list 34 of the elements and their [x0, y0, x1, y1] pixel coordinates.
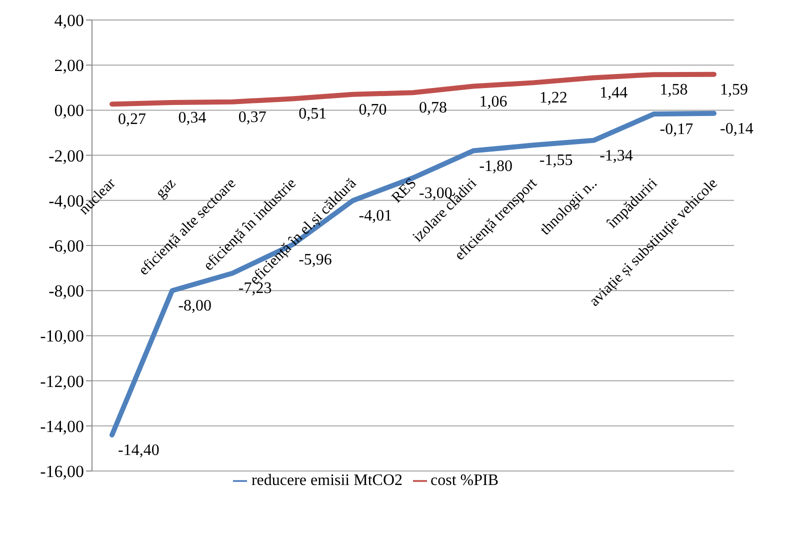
y-tick-label: 0,00: [54, 101, 84, 120]
y-tick-label: -2,00: [48, 146, 84, 166]
y-tick-label: 2,00: [54, 56, 84, 76]
data-label: 0,51: [298, 106, 327, 123]
x-tick-label: RES: [389, 176, 420, 206]
data-label: -14,40: [118, 442, 160, 459]
data-label: 0,78: [419, 100, 447, 117]
y-tick-label: -8,00: [48, 282, 84, 301]
legend-label: reducere emisii MtCO2: [251, 472, 403, 489]
data-label: 0,37: [238, 108, 266, 126]
data-label: 1,58: [660, 82, 688, 99]
data-label: 0,34: [178, 110, 206, 127]
x-tick-label: gaz: [152, 175, 180, 202]
data-label: -5,96: [298, 252, 332, 269]
data-label: 1,06: [479, 93, 508, 110]
y-tick-label: -10,00: [40, 326, 84, 346]
y-tick-label: -14,00: [40, 416, 84, 436]
data-label: 1,59: [720, 81, 748, 98]
legend-label: cost %PIB: [430, 472, 499, 489]
y-tick-label: -12,00: [40, 372, 84, 391]
data-label: -0,17: [660, 121, 694, 138]
data-label: -1,34: [600, 147, 633, 164]
y-tick-label: -6,00: [48, 236, 84, 256]
data-label: 1,22: [539, 90, 568, 107]
data-label: -4,01: [358, 208, 392, 225]
data-label: 0,27: [118, 111, 146, 128]
y-tick-label: -16,00: [40, 462, 84, 482]
data-label: -0,14: [720, 120, 754, 138]
data-label: -8,00: [178, 298, 212, 315]
data-label: 1,44: [600, 84, 628, 102]
data-label: -1,80: [479, 158, 513, 175]
y-tick-label: 4,00: [54, 11, 84, 30]
data-label: -1,55: [539, 152, 573, 170]
data-label: 0,70: [358, 101, 387, 118]
